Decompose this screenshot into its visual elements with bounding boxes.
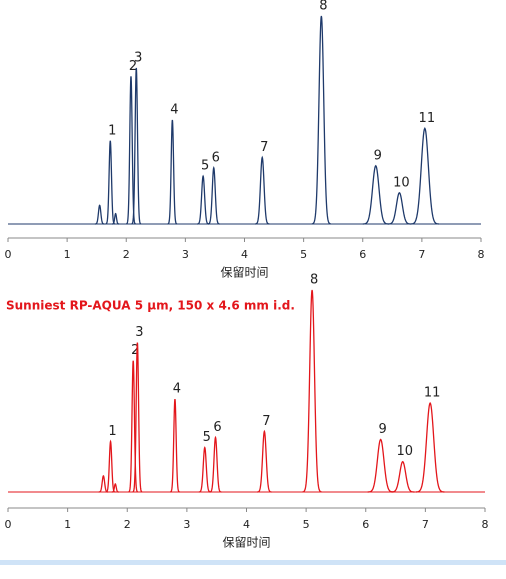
x-tick-label: 0 xyxy=(5,518,12,531)
peak-label: 2 xyxy=(129,59,137,74)
peak xyxy=(367,438,394,493)
peak-label: 10 xyxy=(396,444,413,459)
x-tick-label: 7 xyxy=(422,518,429,531)
peak-label: 6 xyxy=(213,420,221,435)
x-tick-label: 5 xyxy=(300,248,307,261)
peak xyxy=(94,204,105,225)
peak-label: 9 xyxy=(379,422,387,437)
peak xyxy=(209,435,222,493)
peak-label: 1 xyxy=(108,424,116,439)
peak xyxy=(170,398,180,493)
x-tick-label: 8 xyxy=(478,248,485,261)
peak xyxy=(362,164,389,225)
x-tick-label: 2 xyxy=(123,248,130,261)
peak xyxy=(255,155,270,225)
peak-label: 4 xyxy=(173,382,181,397)
peak xyxy=(198,446,211,493)
peak-label: 3 xyxy=(134,51,142,66)
peak-label: 8 xyxy=(319,0,327,14)
peak-label: 8 xyxy=(310,273,318,288)
x-tick-label: 3 xyxy=(183,518,190,531)
x-tick-label: 4 xyxy=(243,518,250,531)
peak xyxy=(197,174,210,225)
peak-label: 7 xyxy=(260,140,268,155)
x-tick-label: 2 xyxy=(124,518,131,531)
x-tick-label: 1 xyxy=(64,248,71,261)
x-tick-label: 6 xyxy=(362,518,369,531)
peak-label: 11 xyxy=(419,111,436,126)
x-tick-label: 3 xyxy=(182,248,189,261)
x-tick-label: 5 xyxy=(303,518,310,531)
peak xyxy=(410,126,440,225)
peak xyxy=(387,192,412,225)
peak xyxy=(105,439,116,493)
x-tick-label: 7 xyxy=(418,248,425,261)
peak xyxy=(257,429,272,493)
x-tick-label: 1 xyxy=(64,518,71,531)
peak xyxy=(302,289,322,493)
peak xyxy=(311,15,331,225)
bottom-bar xyxy=(0,560,506,565)
peak-label: 5 xyxy=(203,430,211,445)
peak-label: 9 xyxy=(374,148,382,163)
peak xyxy=(128,360,139,493)
peak-label: 6 xyxy=(212,150,220,165)
peak xyxy=(105,140,116,225)
x-tick-label: 4 xyxy=(241,248,248,261)
peak xyxy=(132,342,143,493)
peak-label: 10 xyxy=(393,175,410,190)
peak-label: 4 xyxy=(170,103,178,118)
peak xyxy=(131,67,142,225)
peak xyxy=(111,483,119,493)
peak xyxy=(167,119,178,225)
peak xyxy=(98,474,109,493)
peak-label: 5 xyxy=(201,159,209,174)
x-tick-label: 8 xyxy=(482,518,489,531)
peak xyxy=(390,460,415,493)
peak xyxy=(207,166,220,225)
x-tick-label: 6 xyxy=(359,248,366,261)
peak-label: 3 xyxy=(135,325,143,340)
subtitle: Sunniest RP-AQUA 5 μm, 150 x 4.6 mm i.d. xyxy=(6,299,295,313)
x-tick-label: 0 xyxy=(5,248,12,261)
x-axis-title: 保留时间 xyxy=(220,266,268,280)
peak xyxy=(126,76,136,225)
peak-label: 11 xyxy=(424,386,441,401)
peak xyxy=(112,212,120,225)
x-axis-title: 保留时间 xyxy=(222,536,270,550)
peak xyxy=(415,401,445,493)
peak-label: 7 xyxy=(262,414,270,429)
peak-label: 2 xyxy=(131,343,139,358)
peak-label: 1 xyxy=(108,123,116,138)
